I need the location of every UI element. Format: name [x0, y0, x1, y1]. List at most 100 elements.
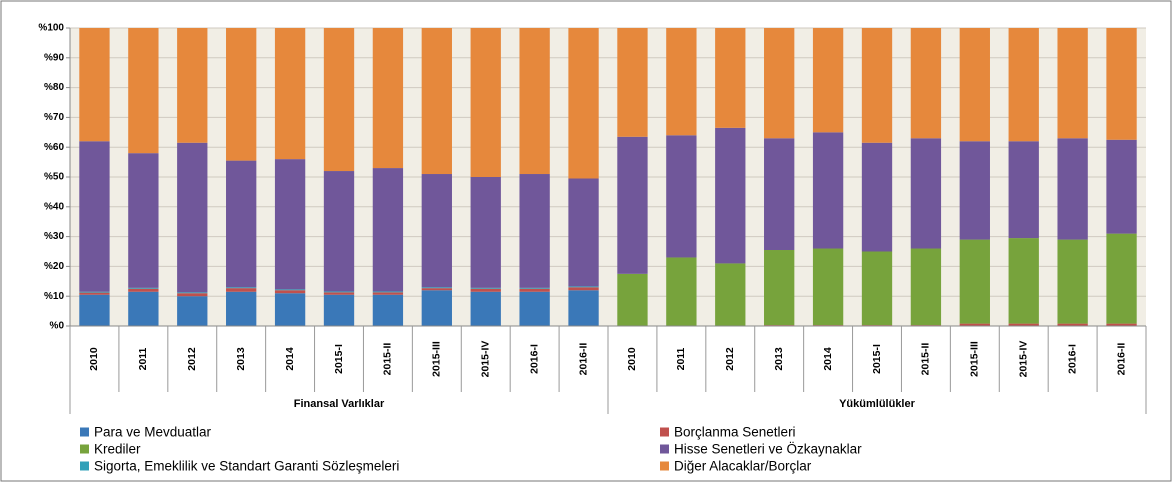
y-tick-label: %10	[44, 291, 64, 302]
legend-swatch	[80, 427, 89, 437]
bar-segment	[568, 178, 599, 287]
bar-segment	[519, 287, 550, 289]
bar-segment	[910, 138, 942, 249]
y-tick-label: %20	[44, 261, 64, 272]
bar-segment	[1106, 233, 1137, 324]
x-tick-label: 2010	[626, 347, 638, 371]
bar-segment	[617, 273, 648, 326]
y-tick-label: %30	[44, 231, 64, 242]
bar-segment	[1106, 28, 1137, 140]
x-tick-label: 2011	[137, 347, 149, 370]
bar-segment	[421, 290, 452, 326]
bar-segment	[617, 136, 648, 274]
bar-segment	[323, 28, 355, 172]
bar-segment	[568, 287, 599, 291]
bar-segment	[1106, 139, 1137, 234]
bar-segment	[128, 288, 159, 292]
x-tick-label: 2015-I	[333, 344, 345, 374]
bar-segment	[1106, 323, 1137, 326]
bar-segment	[274, 159, 306, 290]
legend-label: Borçlanma Senetleri	[674, 425, 796, 440]
bar-segment	[274, 28, 306, 160]
bar-segment	[812, 132, 844, 249]
x-tick-label: 2016-II	[577, 343, 589, 376]
bar-segment	[666, 135, 697, 258]
x-tick-label: 2016-I	[1066, 344, 1078, 374]
bar-segment	[421, 28, 452, 175]
bar-segment	[910, 28, 942, 139]
y-tick-label: %50	[44, 172, 64, 183]
x-tick-label: 2014	[284, 347, 296, 371]
group-label: Finansal Varlıklar	[294, 398, 385, 410]
y-tick-label: %0	[50, 321, 65, 332]
x-tick-label: 2011	[675, 347, 687, 370]
bar-segment	[470, 287, 501, 289]
legend-swatch	[660, 444, 669, 454]
group-label: Yükümlülükler	[839, 398, 916, 410]
bar-segment	[128, 287, 159, 289]
bar-segment	[128, 153, 159, 288]
bar-segment	[568, 290, 599, 326]
y-tick-label: %90	[44, 52, 64, 63]
bar-segment	[177, 28, 208, 143]
bar-segment	[421, 288, 452, 291]
bar-segment	[79, 294, 110, 326]
bar-segment	[519, 288, 550, 292]
bar-segment	[812, 28, 844, 133]
y-tick-label: %80	[44, 82, 64, 93]
bar-segment	[861, 142, 893, 252]
bar-segment	[959, 323, 990, 326]
bar-segment	[79, 291, 110, 293]
bar-segment	[1057, 28, 1088, 139]
bar-segment	[1008, 141, 1039, 239]
y-tick-label: %60	[44, 142, 64, 153]
legend-swatch	[80, 461, 89, 471]
y-tick-label: %70	[44, 112, 64, 123]
x-tick-label: 2015-III	[969, 341, 981, 377]
legend-label: Diğer Alacaklar/Borçlar	[674, 459, 812, 474]
x-tick-label: 2012	[724, 347, 736, 371]
bar-segment	[79, 292, 110, 295]
x-tick-label: 2015-III	[431, 341, 443, 377]
bar-segment	[323, 171, 355, 292]
x-tick-label: 2016-I	[528, 344, 540, 374]
bar-segment	[764, 138, 795, 251]
bar-segment	[177, 293, 208, 297]
bar-segment	[226, 288, 257, 292]
bar-segment	[1008, 28, 1039, 142]
bar-segment	[715, 263, 746, 326]
bar-segment	[274, 290, 306, 294]
bar-segment	[861, 28, 893, 143]
bar-segment	[617, 28, 648, 137]
x-tick-label: 2016-II	[1115, 343, 1127, 376]
bar-segment	[1008, 238, 1039, 324]
bar-segment	[666, 257, 697, 326]
legend-label: Para ve Mevduatlar	[94, 425, 212, 440]
bar-segment	[470, 291, 501, 326]
legend-swatch	[660, 461, 669, 471]
bar-segment	[715, 127, 746, 264]
x-tick-label: 2014	[822, 347, 834, 371]
legend-swatch	[660, 427, 669, 437]
bar-segment	[959, 239, 990, 324]
bar-segment	[470, 288, 501, 292]
bar-segment	[959, 141, 990, 240]
bar-segment	[323, 292, 355, 295]
bar-segment	[372, 294, 404, 326]
bar-segment	[128, 28, 159, 154]
bar-segment	[323, 294, 355, 326]
bar-segment	[568, 28, 599, 179]
bar-segment	[519, 174, 550, 288]
x-tick-label: 2012	[186, 347, 198, 371]
bar-segment	[1057, 239, 1088, 324]
bar-segment	[372, 292, 404, 295]
x-tick-label: 2015-I	[871, 344, 883, 374]
bar-segment	[226, 160, 257, 288]
y-tick-label: %100	[38, 23, 64, 34]
legend-label: Krediler	[94, 442, 141, 457]
bar-segment	[568, 286, 599, 288]
bar-segment	[470, 28, 501, 177]
bar-segment	[1057, 138, 1088, 240]
x-tick-label: 2015-II	[382, 343, 394, 376]
